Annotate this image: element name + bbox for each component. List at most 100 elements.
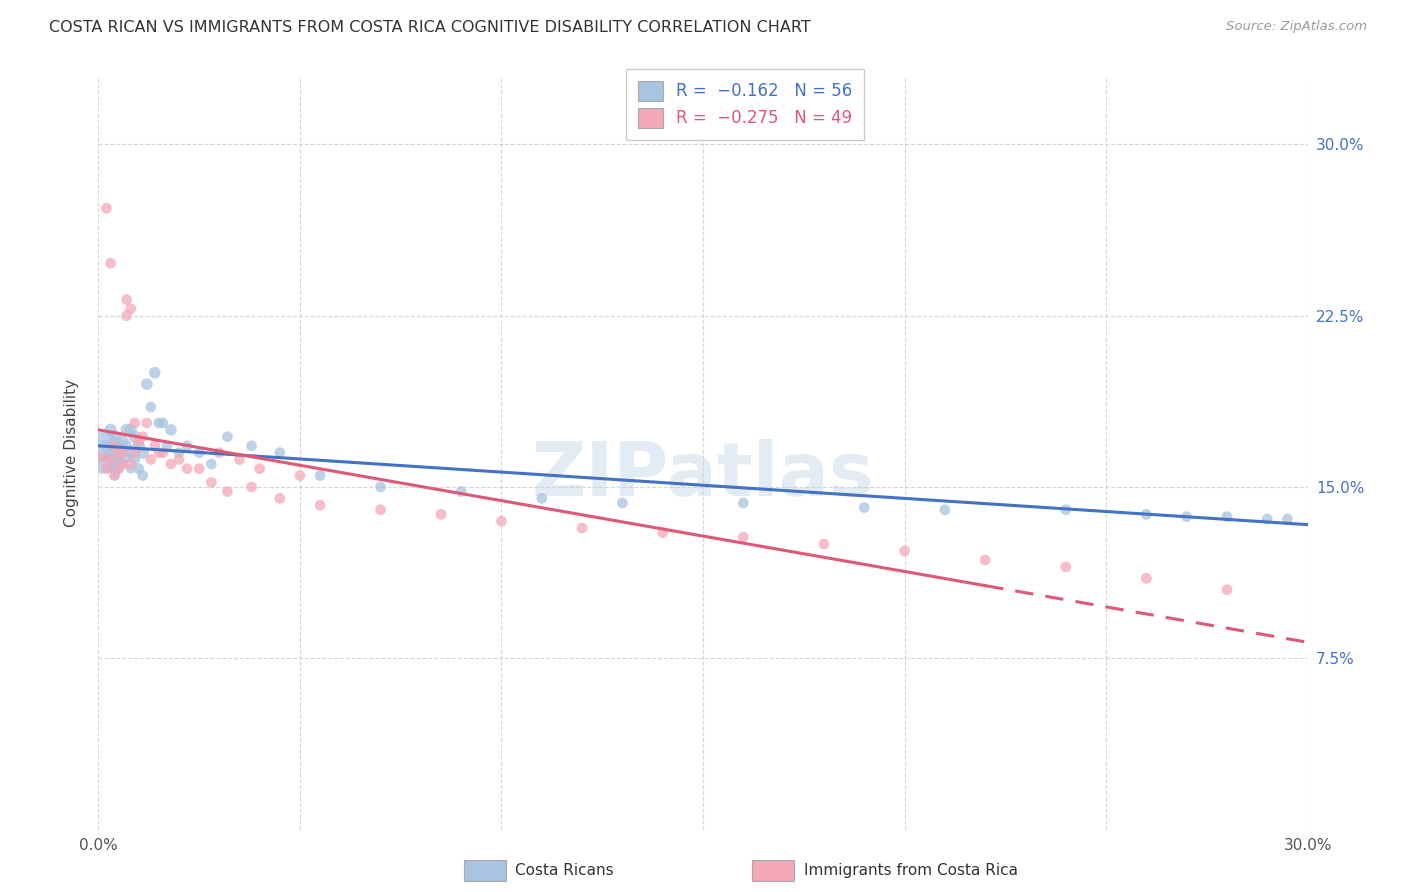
Point xyxy=(100,445,122,460)
Point xyxy=(120,301,142,316)
Point xyxy=(733,496,755,510)
Point xyxy=(96,439,118,453)
Point xyxy=(571,521,593,535)
Point xyxy=(107,445,129,460)
Point xyxy=(103,468,125,483)
Point xyxy=(1256,512,1278,526)
Point xyxy=(217,484,239,499)
Point xyxy=(176,439,198,453)
Point xyxy=(450,484,472,499)
Point xyxy=(491,514,513,528)
Point xyxy=(100,461,122,475)
Text: Immigrants from Costa Rica: Immigrants from Costa Rica xyxy=(804,863,1018,878)
Y-axis label: Cognitive Disability: Cognitive Disability xyxy=(65,378,79,527)
Point xyxy=(111,445,134,460)
Point xyxy=(115,423,138,437)
Point xyxy=(132,445,155,460)
Point xyxy=(934,503,956,517)
Point xyxy=(148,445,170,460)
Point xyxy=(100,423,122,437)
Point xyxy=(128,461,150,475)
Point xyxy=(612,496,634,510)
Point xyxy=(288,468,311,483)
Point xyxy=(167,445,190,460)
Point xyxy=(100,256,122,270)
Point xyxy=(813,537,835,551)
Point xyxy=(430,508,453,522)
Point xyxy=(124,430,146,444)
Point xyxy=(115,293,138,307)
Point xyxy=(111,457,134,471)
Point xyxy=(143,366,166,380)
Point xyxy=(107,461,129,475)
Point xyxy=(853,500,876,515)
Point xyxy=(240,439,263,453)
Point xyxy=(120,461,142,475)
Point xyxy=(200,457,222,471)
Point xyxy=(139,400,162,414)
Point xyxy=(200,475,222,490)
Point xyxy=(160,423,183,437)
Point xyxy=(269,445,291,460)
Point xyxy=(188,461,211,475)
Point xyxy=(103,439,125,453)
Point xyxy=(651,525,673,540)
Point xyxy=(120,445,142,460)
Point xyxy=(128,439,150,453)
Point xyxy=(103,430,125,444)
Point xyxy=(156,439,179,453)
Point xyxy=(152,416,174,430)
Point xyxy=(893,544,915,558)
Point xyxy=(135,416,157,430)
Point xyxy=(124,445,146,460)
Text: Costa Ricans: Costa Ricans xyxy=(515,863,613,878)
Point xyxy=(370,503,392,517)
Point xyxy=(974,553,997,567)
Point xyxy=(103,468,125,483)
Point xyxy=(135,377,157,392)
Point xyxy=(143,439,166,453)
Point xyxy=(1135,571,1157,585)
Point xyxy=(1175,509,1198,524)
Point xyxy=(111,434,134,449)
Text: COSTA RICAN VS IMMIGRANTS FROM COSTA RICA COGNITIVE DISABILITY CORRELATION CHART: COSTA RICAN VS IMMIGRANTS FROM COSTA RIC… xyxy=(49,20,811,35)
Point xyxy=(228,452,250,467)
Point xyxy=(1216,509,1239,524)
Point xyxy=(733,530,755,544)
Point xyxy=(217,430,239,444)
Text: Source: ZipAtlas.com: Source: ZipAtlas.com xyxy=(1226,20,1367,33)
Point xyxy=(309,468,332,483)
Point xyxy=(120,457,142,471)
Point xyxy=(309,498,332,512)
Point xyxy=(120,423,142,437)
Point xyxy=(100,452,122,467)
Point xyxy=(139,452,162,467)
Point xyxy=(96,461,118,475)
Point xyxy=(115,450,138,465)
Point xyxy=(111,457,134,471)
Point xyxy=(107,452,129,467)
Point xyxy=(124,416,146,430)
Point xyxy=(249,461,271,475)
Point xyxy=(115,439,138,453)
Point xyxy=(530,491,553,506)
Point xyxy=(152,445,174,460)
Point xyxy=(103,457,125,471)
Point xyxy=(132,468,155,483)
Point xyxy=(240,480,263,494)
Point xyxy=(1054,560,1077,574)
Point xyxy=(1277,512,1299,526)
Point xyxy=(160,457,183,471)
Point xyxy=(148,416,170,430)
Point xyxy=(370,480,392,494)
Point xyxy=(91,450,114,465)
Point xyxy=(111,445,134,460)
Point xyxy=(96,202,118,216)
Point xyxy=(1054,503,1077,517)
Point xyxy=(107,445,129,460)
Point xyxy=(107,439,129,453)
Point xyxy=(1135,508,1157,522)
Point xyxy=(107,461,129,475)
Point xyxy=(115,309,138,323)
Point xyxy=(132,430,155,444)
